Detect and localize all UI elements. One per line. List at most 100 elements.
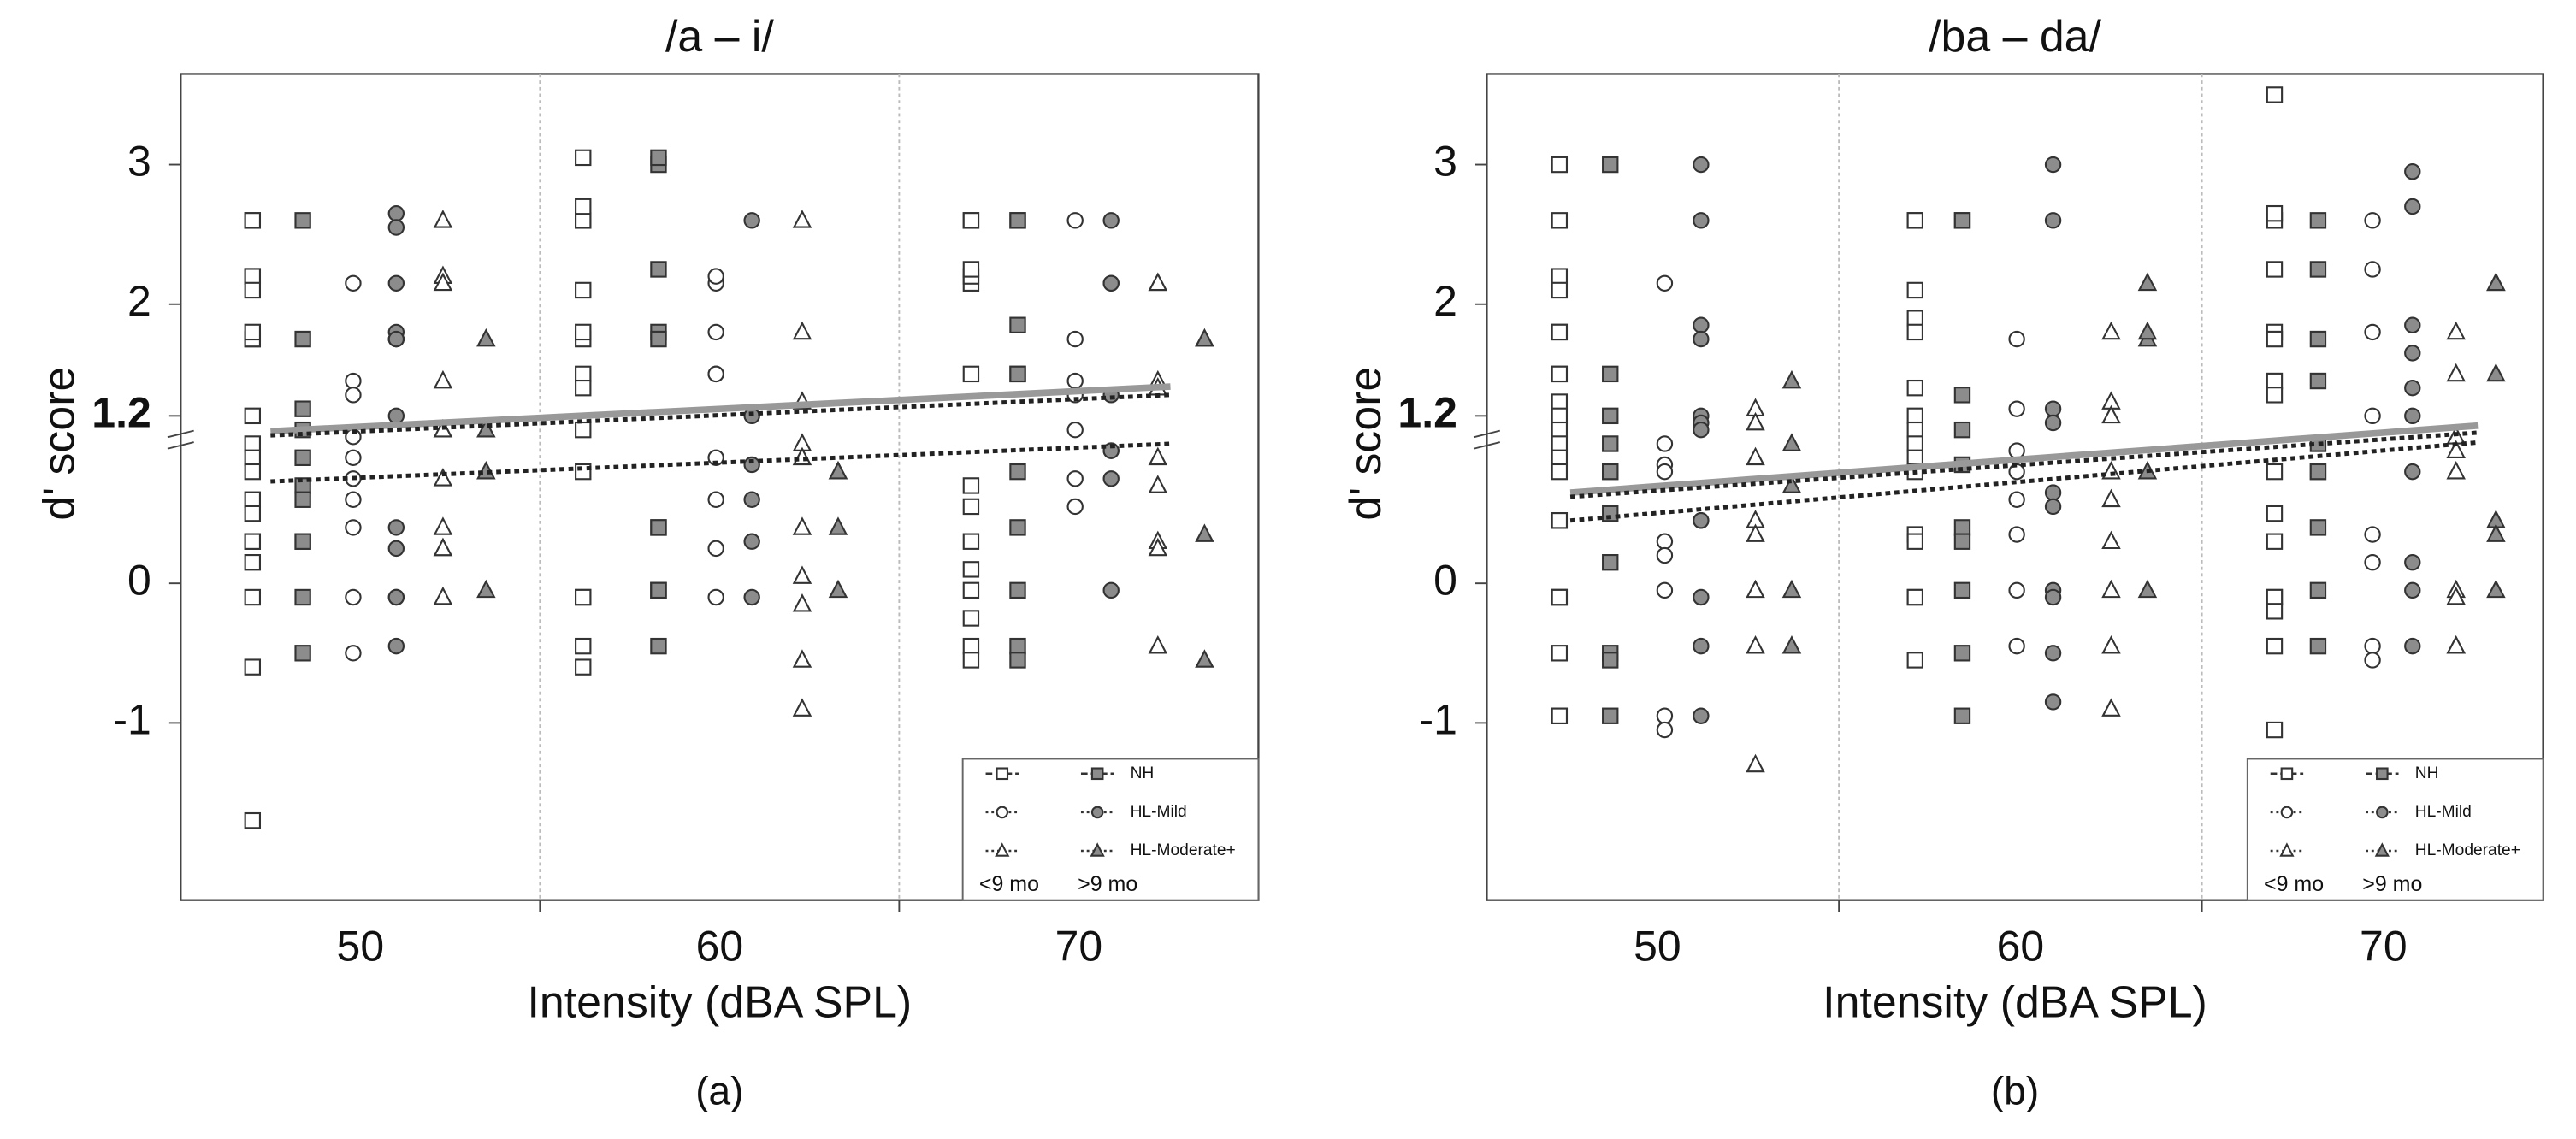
circle-point xyxy=(1656,463,1674,481)
triangle-point xyxy=(2137,272,2158,292)
circle-point xyxy=(2008,526,2025,543)
triangle-point xyxy=(2101,579,2121,599)
square-point xyxy=(1551,645,1569,662)
square-point xyxy=(294,645,311,662)
square-point xyxy=(962,477,980,494)
triangle-point xyxy=(1148,634,1168,654)
square-point xyxy=(575,212,592,229)
triangle-point xyxy=(792,649,812,668)
square-point xyxy=(1009,463,1026,481)
triangle-point xyxy=(2374,842,2390,857)
square-point xyxy=(1906,281,1923,299)
fit-line xyxy=(270,392,1171,438)
square-point xyxy=(1906,435,1923,452)
square-point xyxy=(1906,310,1923,327)
triangle-point xyxy=(2101,321,2121,340)
circle-point xyxy=(2364,407,2381,425)
square-point xyxy=(650,581,667,599)
circle-point xyxy=(1693,212,1710,229)
legend-column-label: <9 mo xyxy=(979,872,1039,896)
circle-point xyxy=(2044,400,2062,417)
square-point xyxy=(1602,652,1619,669)
circle-point xyxy=(387,274,405,292)
square-point xyxy=(2309,261,2327,278)
square-point xyxy=(1602,435,1619,452)
circle-point xyxy=(345,274,362,292)
circle-point xyxy=(2044,484,2062,501)
triangle-point xyxy=(2101,488,2121,508)
legend-box xyxy=(961,758,1260,901)
square-point xyxy=(1009,637,1026,655)
square-point xyxy=(962,365,980,383)
square-point xyxy=(1551,512,1569,529)
square-point xyxy=(1090,767,1104,781)
square-point xyxy=(1009,365,1026,383)
square-point xyxy=(962,637,980,655)
square-point xyxy=(575,198,592,215)
square-point xyxy=(1906,652,1923,669)
circle-point xyxy=(707,449,724,466)
circle-point xyxy=(743,533,760,550)
circle-point xyxy=(2044,156,2062,174)
square-point xyxy=(1009,581,1026,599)
square-point xyxy=(575,379,592,397)
circle-point xyxy=(2008,491,2025,508)
square-point xyxy=(1953,581,1971,599)
square-point xyxy=(575,149,592,167)
square-point xyxy=(1953,421,1971,439)
triangle-point xyxy=(2101,404,2121,424)
square-point xyxy=(1551,268,1569,285)
circle-point xyxy=(707,268,724,285)
circle-point xyxy=(2008,330,2025,348)
square-point xyxy=(996,767,1009,781)
square-point xyxy=(1551,323,1569,341)
square-point xyxy=(962,561,980,578)
y-tick-label: 2 xyxy=(127,277,151,325)
square-point xyxy=(1602,707,1619,724)
circle-point xyxy=(996,806,1009,819)
square-point xyxy=(294,330,311,348)
circle-point xyxy=(1656,435,1674,452)
circle-point xyxy=(387,637,405,655)
x-tick-label: 50 xyxy=(337,922,385,970)
circle-point xyxy=(345,491,362,508)
square-point xyxy=(1953,212,1971,229)
triangle-point xyxy=(2486,579,2506,599)
circle-point xyxy=(1656,274,1674,292)
square-point xyxy=(1551,463,1569,481)
triangle-point xyxy=(792,698,812,717)
x-axis-label: Intensity (dBA SPL) xyxy=(1823,977,2207,1026)
circle-point xyxy=(2364,652,2381,669)
square-point xyxy=(1953,533,1971,550)
triangle-point xyxy=(1746,523,1765,542)
square-point xyxy=(244,505,262,522)
circle-point xyxy=(1693,330,1710,348)
square-point xyxy=(244,407,262,425)
square-point xyxy=(1602,554,1619,571)
square-point xyxy=(2280,767,2294,781)
square-point xyxy=(2266,588,2284,606)
square-point xyxy=(1551,212,1569,229)
plot-frame xyxy=(1486,73,2544,901)
triangle-point xyxy=(2486,272,2506,292)
triangle-point xyxy=(828,579,848,599)
circle-point xyxy=(2404,463,2421,481)
square-point xyxy=(1602,463,1619,481)
square-point xyxy=(1602,156,1619,174)
fit-line xyxy=(1569,440,2479,523)
square-point xyxy=(1009,652,1026,669)
circle-point xyxy=(743,588,760,606)
triangle-point xyxy=(995,842,1010,857)
fit-line xyxy=(1569,430,2479,499)
plot-frame xyxy=(180,73,1260,901)
square-point xyxy=(2309,581,2327,599)
square-point xyxy=(1906,588,1923,606)
square-point xyxy=(575,421,592,439)
circle-point xyxy=(2404,316,2421,333)
triangle-point xyxy=(2446,363,2466,382)
circle-point xyxy=(345,645,362,662)
circle-point xyxy=(2404,581,2421,599)
circle-point xyxy=(1693,316,1710,333)
circle-point xyxy=(1102,274,1120,292)
